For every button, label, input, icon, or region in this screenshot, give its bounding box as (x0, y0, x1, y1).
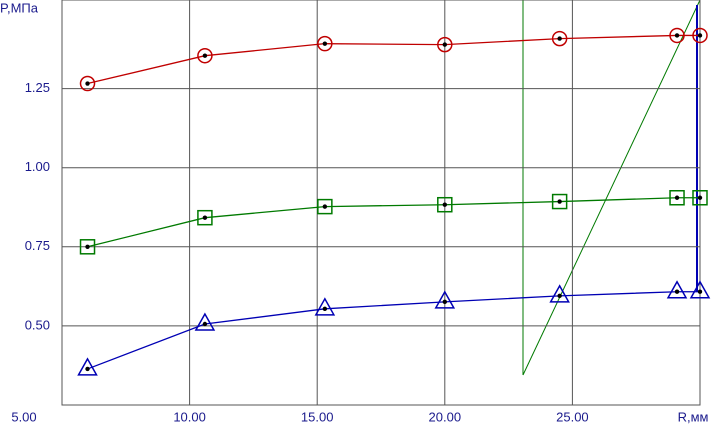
y-tick-label: 0.50 (25, 317, 50, 332)
marker-dot (697, 33, 703, 38)
marker-dot (442, 299, 447, 305)
y-axis-label: P,МПа (0, 0, 39, 15)
x-tick-label: 20.00 (429, 409, 462, 424)
marker (314, 297, 336, 316)
marker-dot (557, 199, 562, 204)
x-tick-label: 10.00 (173, 409, 206, 424)
marker-dot (557, 36, 562, 41)
marker-dot (85, 81, 90, 86)
series-line (87, 34, 700, 85)
marker-dot (442, 42, 447, 47)
marker-dot (674, 289, 680, 294)
marker-dot (322, 204, 328, 209)
marker-dot (674, 195, 680, 200)
x-tick-label: 5.00 (11, 409, 36, 424)
marker-dot (202, 215, 208, 220)
marker (689, 280, 711, 299)
marker (79, 239, 96, 255)
marker (666, 280, 688, 299)
marker (692, 190, 708, 206)
y-tick-label: 1.00 (25, 159, 50, 174)
marker-dot (202, 321, 208, 327)
marker-dot (557, 293, 562, 299)
marker-dot (85, 244, 90, 249)
marker-dot (674, 33, 680, 38)
x-tick-label: 25.00 (556, 409, 589, 424)
marker (669, 190, 685, 206)
marker (317, 35, 333, 52)
series-line (87, 197, 700, 248)
artifact-line (522, 0, 701, 376)
marker (197, 47, 213, 64)
marker (437, 196, 453, 213)
marker (434, 290, 456, 309)
marker (549, 284, 570, 303)
marker (197, 209, 213, 226)
marker-dot (85, 366, 90, 372)
series-line (87, 291, 700, 370)
marker (437, 36, 453, 53)
y-tick-label: 0.75 (25, 238, 50, 253)
marker-dot (322, 306, 328, 312)
y-tick-label: 1.25 (25, 80, 50, 95)
marker (79, 75, 96, 92)
marker (692, 27, 708, 44)
marker (551, 193, 568, 210)
x-axis-label: R,мм (678, 409, 709, 424)
marker-dot (322, 41, 328, 46)
marker-dot (697, 195, 703, 200)
marker (669, 27, 685, 44)
x-tick-label: 15.00 (301, 409, 334, 424)
marker (194, 312, 216, 331)
marker (77, 357, 98, 376)
marker-dot (697, 289, 703, 294)
marker-dot (442, 202, 447, 207)
marker (317, 198, 333, 215)
marker-dot (202, 53, 208, 58)
marker (551, 30, 568, 47)
